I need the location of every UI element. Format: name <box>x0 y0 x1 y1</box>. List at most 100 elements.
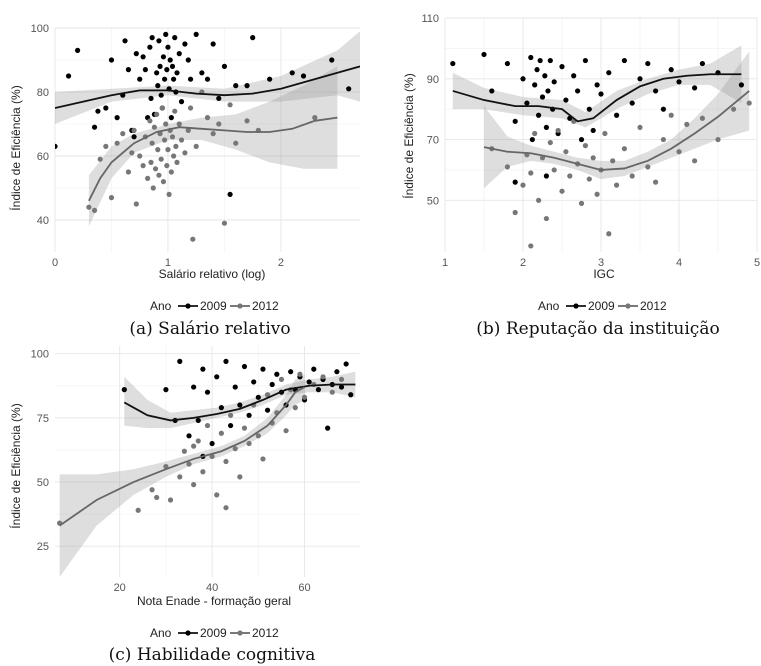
data-point-2009 <box>163 31 169 37</box>
data-point-2012 <box>185 127 191 133</box>
panel-c: Índice de Eficiência (%) 20 40 60 25 50 75 100… <box>8 346 360 665</box>
data-point-2012 <box>218 430 224 436</box>
data-point-2012 <box>133 201 139 207</box>
data-point-2012 <box>684 121 690 127</box>
data-point-2012 <box>204 422 211 429</box>
data-point-2012 <box>108 195 115 201</box>
data-point-2009 <box>125 67 132 73</box>
data-point-2012 <box>103 143 109 149</box>
data-point-2012 <box>160 179 167 185</box>
panel-a: Índice de Eficiência (%) 0 1 2 40 60 80 100 Sa… <box>8 23 360 339</box>
data-point-2009 <box>551 79 557 85</box>
data-point-2012 <box>152 166 159 172</box>
data-point-2012 <box>338 376 345 382</box>
data-point-2009 <box>311 366 317 372</box>
data-point-2012 <box>244 118 250 124</box>
data-point-2009 <box>176 51 182 57</box>
data-point-2009 <box>221 63 228 69</box>
data-point-2012 <box>536 197 542 203</box>
data-point-2012 <box>660 136 667 143</box>
data-point-2012 <box>135 507 141 513</box>
x-tick-label: 4 <box>676 257 682 269</box>
panel-a-ylabel: Índice de Eficiência (%) <box>8 85 23 210</box>
data-point-2012 <box>255 433 261 439</box>
y-tick-label: 100 <box>31 23 49 35</box>
data-point-2009 <box>137 76 143 82</box>
data-point-2009 <box>512 118 518 124</box>
data-point-2009 <box>55 143 58 149</box>
confidence-band-2012 <box>59 374 305 577</box>
panel-c-ylabel: Índice de Eficiência (%) <box>8 403 23 528</box>
data-point-2012 <box>528 243 534 249</box>
trend-line-2012 <box>88 116 338 202</box>
trend-line-2012 <box>59 386 305 527</box>
x-tick-label: 5 <box>754 257 760 269</box>
data-point-2012 <box>169 134 176 140</box>
data-point-2009 <box>590 127 596 134</box>
confidence-band-2009 <box>124 371 356 429</box>
data-point-2012 <box>312 115 318 121</box>
y-tick-label: 75 <box>37 413 49 425</box>
data-point-2012 <box>150 185 156 191</box>
data-point-2012 <box>165 147 171 153</box>
y-tick-label: 60 <box>37 151 49 163</box>
panel-b-plot-area: 1 2 3 4 5 50 70 90 110 <box>421 13 760 269</box>
data-point-2012 <box>547 139 553 146</box>
data-point-2009 <box>348 392 354 398</box>
data-point-2009 <box>534 67 540 73</box>
data-point-2009 <box>575 88 581 94</box>
data-point-2012 <box>237 474 243 480</box>
trend-line-2012 <box>483 90 750 171</box>
data-point-2009 <box>606 70 612 76</box>
data-point-2009 <box>74 47 81 54</box>
data-point-2012 <box>154 494 160 501</box>
data-point-2012 <box>173 143 179 149</box>
data-point-2012 <box>216 121 222 127</box>
data-point-2009 <box>178 99 185 105</box>
data-point-2012 <box>320 374 326 380</box>
data-point-2009 <box>306 379 312 385</box>
legend-label-2009: 2009 <box>200 299 227 313</box>
data-point-2012 <box>504 164 510 170</box>
data-point-2009 <box>692 85 698 91</box>
plot-layer <box>57 358 356 577</box>
data-point-2012 <box>91 207 98 213</box>
data-point-2012 <box>151 124 158 130</box>
panel-b-ylabel: Índice de Eficiência (%) <box>401 73 416 198</box>
data-point-2012 <box>606 231 612 237</box>
data-point-2009 <box>668 67 674 73</box>
data-point-2012 <box>563 149 569 155</box>
data-point-2009 <box>163 387 169 393</box>
data-point-2009 <box>187 76 194 82</box>
data-point-2009 <box>191 384 197 390</box>
data-point-2012 <box>186 461 192 467</box>
data-point-2009 <box>65 73 72 79</box>
data-point-2009 <box>177 358 183 364</box>
data-point-2009 <box>233 83 239 89</box>
data-point-2009 <box>536 112 542 118</box>
data-point-2012 <box>204 115 211 121</box>
data-point-2012 <box>629 173 635 179</box>
data-point-2009 <box>182 41 188 47</box>
data-point-2012 <box>129 150 135 156</box>
data-point-2009 <box>147 44 153 50</box>
data-point-2012 <box>637 124 643 131</box>
data-point-2012 <box>590 155 596 161</box>
data-point-2012 <box>166 191 172 197</box>
panel-a-caption: (a) Salário relativo <box>129 319 290 339</box>
data-point-2009 <box>168 115 174 121</box>
data-point-2012 <box>86 204 92 210</box>
confidence-band-2012 <box>88 66 338 227</box>
data-point-2012 <box>193 143 199 149</box>
data-point-2009 <box>255 394 261 400</box>
data-point-2012 <box>543 215 550 222</box>
data-point-2012 <box>174 159 180 165</box>
data-point-2012 <box>227 102 233 108</box>
legend-label-2012: 2012 <box>640 299 667 313</box>
data-point-2009 <box>343 361 349 367</box>
data-point-2012 <box>171 153 177 159</box>
data-point-2012 <box>621 146 628 152</box>
data-point-2009 <box>95 108 101 114</box>
data-point-2009 <box>244 83 250 89</box>
data-point-2009 <box>223 358 229 364</box>
